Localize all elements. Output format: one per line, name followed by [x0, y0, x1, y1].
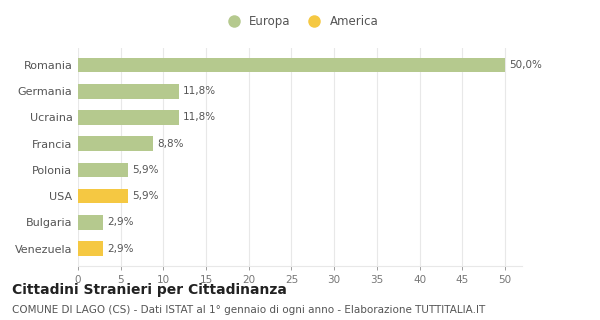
Text: 8,8%: 8,8%	[157, 139, 184, 149]
Text: 2,9%: 2,9%	[107, 217, 134, 227]
Bar	[78, 84, 179, 99]
Bar	[78, 189, 128, 203]
Bar	[78, 137, 153, 151]
Text: Cittadini Stranieri per Cittadinanza: Cittadini Stranieri per Cittadinanza	[12, 283, 287, 297]
Text: COMUNE DI LAGO (CS) - Dati ISTAT al 1° gennaio di ogni anno - Elaborazione TUTTI: COMUNE DI LAGO (CS) - Dati ISTAT al 1° g…	[12, 305, 485, 315]
Bar	[78, 241, 103, 256]
Text: 2,9%: 2,9%	[107, 244, 134, 253]
Text: 11,8%: 11,8%	[183, 113, 216, 123]
Text: 5,9%: 5,9%	[133, 165, 159, 175]
Text: 50,0%: 50,0%	[509, 60, 542, 70]
Text: 11,8%: 11,8%	[183, 86, 216, 96]
Legend: Europa, America: Europa, America	[217, 10, 383, 33]
Text: 5,9%: 5,9%	[133, 191, 159, 201]
Bar	[78, 110, 179, 125]
Bar	[78, 163, 128, 177]
Bar	[78, 58, 505, 72]
Bar	[78, 215, 103, 229]
